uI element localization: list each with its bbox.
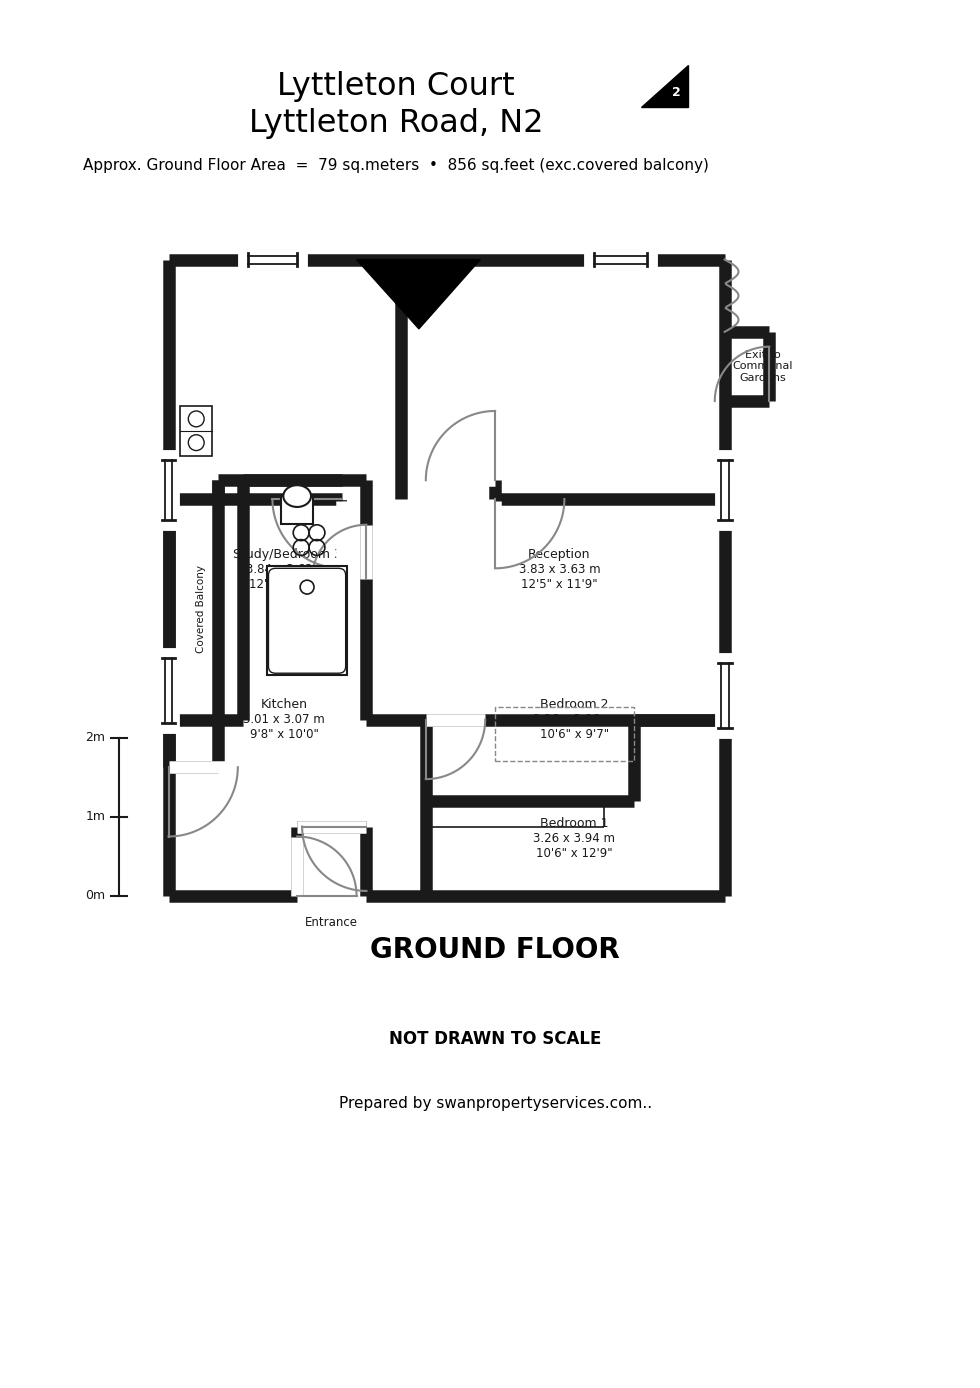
Text: Approx. Ground Floor Area  =  79 sq.meters  •  856 sq.feet (exc.covered balcony): Approx. Ground Floor Area = 79 sq.meters… — [83, 158, 710, 174]
Text: Prepared by swanpropertyservices.com..: Prepared by swanpropertyservices.com.. — [338, 1097, 652, 1112]
Polygon shape — [641, 65, 688, 107]
Text: Study/Bedroom 3: Study/Bedroom 3 — [233, 548, 342, 561]
Text: 12'5" x 11'9": 12'5" x 11'9" — [249, 577, 325, 591]
Text: Bedroom 1: Bedroom 1 — [540, 818, 609, 830]
Ellipse shape — [283, 486, 311, 507]
Text: 12'5" x 11'9": 12'5" x 11'9" — [521, 577, 598, 591]
Text: Bedroom 2: Bedroom 2 — [540, 698, 609, 712]
Text: 1m: 1m — [85, 811, 105, 823]
Text: 3.26 x 2.96 m: 3.26 x 2.96 m — [533, 713, 615, 726]
Text: 3.26 x 3.94 m: 3.26 x 3.94 m — [533, 831, 615, 845]
Text: NOT DRAWN TO SCALE: NOT DRAWN TO SCALE — [389, 1030, 602, 1048]
Bar — [495, 706, 634, 761]
Bar — [268, 566, 347, 675]
Text: 9'8" x 10'0": 9'8" x 10'0" — [250, 729, 318, 741]
Text: 10'6" x 12'9": 10'6" x 12'9" — [536, 847, 612, 859]
Text: 2: 2 — [672, 86, 680, 100]
Text: Reception: Reception — [528, 548, 591, 561]
Text: 3.84 x 3.63 m: 3.84 x 3.63 m — [246, 562, 328, 576]
Text: Kitchen: Kitchen — [261, 698, 308, 712]
Bar — [281, 496, 313, 523]
Text: Lyttleton Court: Lyttleton Court — [277, 71, 514, 101]
Text: 2m: 2m — [85, 731, 105, 744]
Bar — [180, 407, 212, 455]
Text: 10'6" x 9'7": 10'6" x 9'7" — [540, 729, 609, 741]
Text: Exit to
Communal
Gardens: Exit to Communal Gardens — [733, 350, 793, 383]
Polygon shape — [357, 260, 480, 329]
Text: Covered Balcony: Covered Balcony — [196, 565, 206, 652]
Text: Lyttleton Road, N2: Lyttleton Road, N2 — [249, 108, 544, 139]
Text: 3.83 x 3.63 m: 3.83 x 3.63 m — [518, 562, 600, 576]
Text: 0m: 0m — [85, 890, 105, 902]
Text: GROUND FLOOR: GROUND FLOOR — [370, 937, 620, 965]
Text: 3.01 x 3.07 m: 3.01 x 3.07 m — [243, 713, 325, 726]
Text: Entrance: Entrance — [306, 916, 359, 929]
